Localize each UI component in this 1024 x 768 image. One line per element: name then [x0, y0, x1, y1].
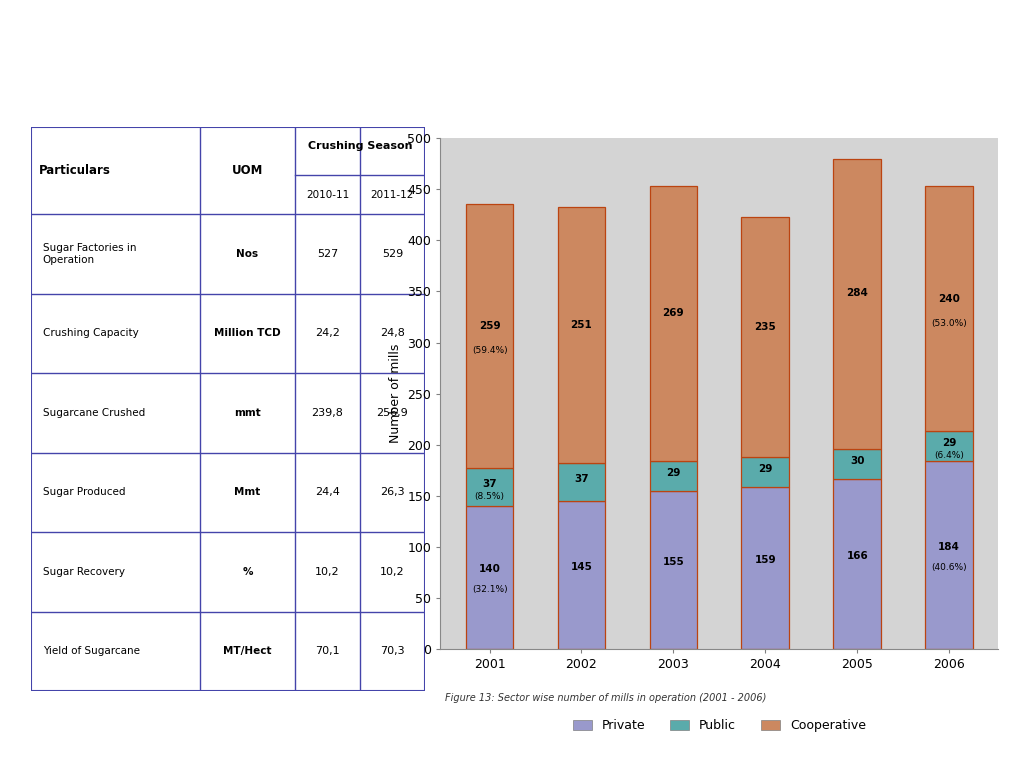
Text: 259: 259 — [479, 321, 501, 331]
Text: Sugar Factories in
Operation: Sugar Factories in Operation — [43, 243, 136, 265]
Text: Crushing Season: Crushing Season — [307, 141, 413, 151]
Text: 2010-11: 2010-11 — [306, 190, 349, 200]
Text: 37: 37 — [482, 479, 497, 489]
Text: (8.5%): (8.5%) — [474, 492, 505, 501]
Text: 269: 269 — [663, 309, 684, 319]
Text: Indian Sugar Industry a snapshot: Indian Sugar Industry a snapshot — [93, 31, 931, 73]
Text: 24,2: 24,2 — [315, 329, 340, 339]
Text: 10,2: 10,2 — [315, 567, 340, 577]
Text: 284: 284 — [846, 289, 868, 299]
Text: %: % — [243, 567, 253, 577]
Text: 239,8: 239,8 — [311, 408, 343, 418]
Text: 527: 527 — [316, 249, 338, 259]
Text: 140: 140 — [478, 564, 501, 574]
Text: 29: 29 — [758, 464, 772, 474]
Bar — [466, 506, 513, 649]
Text: Mmt: Mmt — [234, 488, 261, 498]
Text: 24,8: 24,8 — [380, 329, 404, 339]
Bar — [741, 457, 790, 487]
Text: Nos: Nos — [237, 249, 259, 259]
Text: UOM: UOM — [231, 164, 263, 177]
Text: mmt: mmt — [234, 408, 261, 418]
Text: 29: 29 — [942, 438, 956, 449]
Bar — [926, 432, 973, 461]
Bar — [926, 187, 973, 432]
Text: Particulars: Particulars — [39, 164, 111, 177]
Text: 26,3: 26,3 — [380, 488, 404, 498]
Bar — [558, 207, 605, 463]
Legend: Private, Public, Cooperative: Private, Public, Cooperative — [572, 719, 866, 732]
Text: 235: 235 — [755, 322, 776, 332]
Text: 70,1: 70,1 — [315, 647, 340, 657]
Bar — [649, 461, 697, 491]
Bar — [834, 159, 881, 449]
Text: 2011-12: 2011-12 — [371, 190, 414, 200]
Text: 240: 240 — [938, 293, 961, 303]
Text: 529: 529 — [382, 249, 403, 259]
Text: 37: 37 — [574, 474, 589, 484]
Text: MT/Hect: MT/Hect — [223, 647, 271, 657]
Text: 166: 166 — [847, 551, 868, 561]
Text: Sugar Recovery: Sugar Recovery — [43, 567, 125, 577]
Text: Million TCD: Million TCD — [214, 329, 281, 339]
Bar — [741, 217, 790, 457]
Bar — [466, 468, 513, 506]
Bar — [558, 463, 605, 501]
Text: (53.0%): (53.0%) — [931, 319, 967, 328]
Bar — [649, 187, 697, 461]
Text: 30: 30 — [850, 456, 864, 466]
Text: 256,9: 256,9 — [377, 408, 409, 418]
Text: (59.4%): (59.4%) — [472, 346, 508, 355]
Text: Crushing Capacity: Crushing Capacity — [43, 329, 138, 339]
Bar — [466, 204, 513, 468]
Text: Sugarcane Crushed: Sugarcane Crushed — [43, 408, 144, 418]
Text: 155: 155 — [663, 557, 684, 567]
Text: The Brand Behind The Brands: The Brand Behind The Brands — [653, 723, 1004, 743]
Text: 29: 29 — [667, 468, 681, 478]
Bar — [558, 501, 605, 649]
Bar — [834, 449, 881, 479]
Text: 145: 145 — [570, 561, 593, 571]
Text: ✿ OLAM: ✿ OLAM — [26, 720, 148, 747]
Bar — [926, 461, 973, 649]
Text: (40.6%): (40.6%) — [931, 563, 967, 571]
Text: Yield of Sugarcane: Yield of Sugarcane — [43, 647, 139, 657]
Text: 251: 251 — [570, 319, 592, 329]
Text: 10,2: 10,2 — [380, 567, 404, 577]
Bar — [649, 491, 697, 649]
Bar — [834, 479, 881, 649]
Text: 24,4: 24,4 — [315, 488, 340, 498]
Text: (32.1%): (32.1%) — [472, 585, 508, 594]
Text: Figure 13: Sector wise number of mills in operation (2001 - 2006): Figure 13: Sector wise number of mills i… — [445, 693, 767, 703]
Text: 184: 184 — [938, 541, 961, 552]
Y-axis label: Number of mills: Number of mills — [389, 344, 401, 443]
Text: 70,3: 70,3 — [380, 647, 404, 657]
Bar — [741, 487, 790, 649]
Text: (6.4%): (6.4%) — [934, 451, 964, 460]
Text: 159: 159 — [755, 554, 776, 564]
Text: Sugar Produced: Sugar Produced — [43, 488, 125, 498]
